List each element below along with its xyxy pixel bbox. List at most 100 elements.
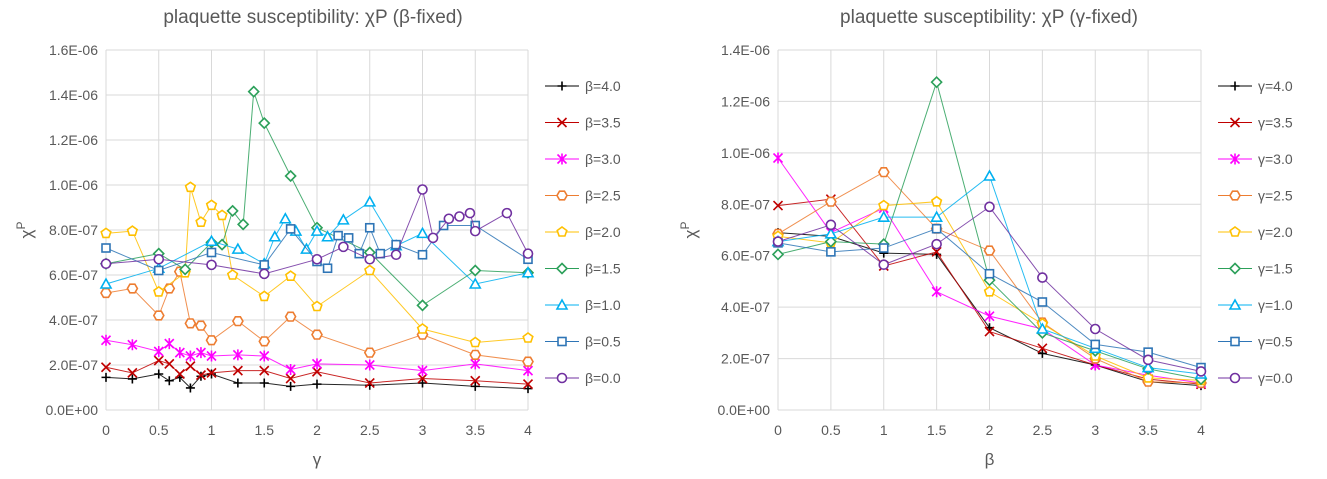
data-point [258,116,271,130]
legend-label: β=4.0 [585,78,621,94]
data-point [333,230,343,241]
data-point [523,384,533,394]
legend-marker [1230,81,1240,91]
data-point [195,370,207,381]
data-point [322,263,333,274]
legend-marker [1229,372,1241,384]
legend-marker [555,262,569,275]
data-point [285,224,296,234]
data-point [469,264,482,277]
data-point [153,346,164,357]
legend-entry: β=4.0 [545,78,621,94]
x-tick-label: 1.5 [255,422,275,438]
y-tick-label: 4.0E-07 [49,312,98,328]
data-point [878,259,890,271]
series-γ=1.5 [771,76,1208,386]
data-point [983,245,996,256]
data-point [1142,354,1154,366]
y-tick-label: 6.0E-07 [721,248,770,264]
legend-label: γ=2.0 [1258,224,1293,240]
data-point [185,361,196,372]
legend-entry: γ=3.5 [1218,115,1293,131]
data-point [247,85,260,98]
data-point [877,210,891,222]
data-point [226,269,239,280]
series-line [105,270,529,363]
data-point [1037,272,1048,283]
data-point [233,378,243,388]
data-point [984,268,995,279]
data-point [311,366,323,377]
data-point [126,225,139,236]
legend-entry: β=0.5 [545,334,621,350]
legend-marker [556,117,568,128]
legend-marker [556,226,568,237]
data-point [194,320,207,331]
data-point [268,230,282,242]
data-point [364,377,375,389]
chart-title: plaquette susceptibility: χP (γ-fixed) [840,7,1138,28]
legend-label: γ=0.0 [1258,370,1293,386]
data-point [310,224,324,236]
x-tick-label: 1 [208,422,216,438]
data-point [205,234,218,247]
data-point [311,300,323,312]
data-point [216,209,228,221]
series-γ=0.0 [772,201,1207,377]
data-point [127,374,137,384]
data-point [1090,339,1101,350]
data-point [127,339,138,351]
data-point [501,207,513,219]
data-point [469,349,482,361]
y-tick-label: 2.0E-07 [721,351,770,367]
data-point [469,336,481,348]
data-point [878,243,889,253]
legend-marker [1229,153,1241,165]
y-tick-label: 1.2E-06 [721,93,770,109]
data-point [153,265,164,276]
legend-entry: γ=3.0 [1218,151,1293,167]
legend-marker [556,372,568,384]
x-tick-label: 2.5 [1033,422,1053,438]
y-tick-label: 0.0E+00 [45,402,98,418]
data-point [100,334,112,346]
x-tick-label: 2.5 [360,422,380,438]
x-tick-label: 3.5 [1138,422,1158,438]
legend-label: γ=3.0 [1258,151,1293,167]
x-tick-label: 0 [102,422,110,438]
data-point [983,169,996,181]
x-axis-label: γ [313,450,322,469]
data-point [206,259,217,271]
data-point [464,207,476,219]
data-point [184,181,197,193]
y-tick-label: 1.0E-06 [721,145,770,161]
data-point [1037,297,1048,307]
data-point [1036,322,1049,334]
data-point [931,238,942,250]
x-tick-label: 2 [986,422,994,438]
data-point [416,226,429,239]
data-point [418,378,427,388]
x-tick-label: 0 [774,422,782,438]
legend-entry: β=1.5 [545,261,621,277]
data-point [772,152,784,164]
legend-label: β=3.5 [585,115,621,131]
data-point [427,232,439,244]
data-point [983,285,996,297]
data-point [1037,348,1047,358]
data-point [364,222,375,233]
data-point [343,233,354,243]
data-point [226,204,239,218]
y-tick-label: 1.6E-06 [49,42,98,58]
series-β=3.0 [100,334,534,377]
legend-entry: γ=1.5 [1218,261,1293,277]
data-point [284,169,297,183]
data-point [232,365,243,376]
data-point [364,253,376,265]
data-point [163,283,176,294]
data-point [364,359,375,371]
legend-entry: β=3.5 [545,115,621,131]
data-point [772,236,784,247]
data-point [469,225,481,237]
